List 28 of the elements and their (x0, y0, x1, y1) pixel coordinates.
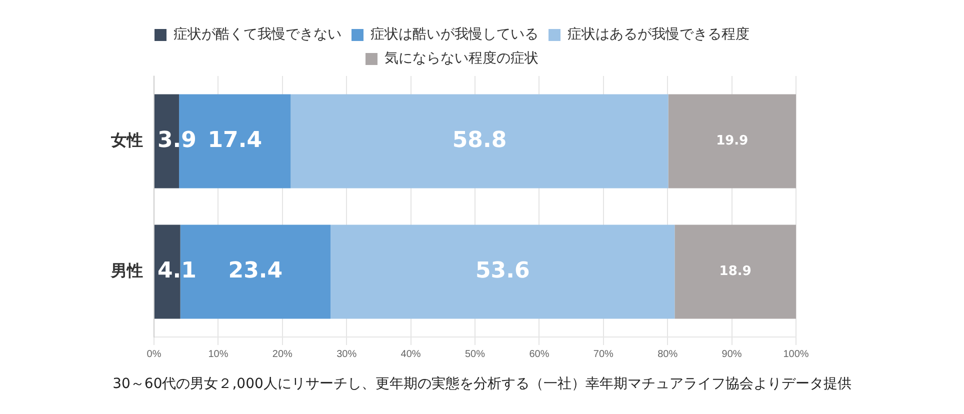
y-tick-label: 女性 (110, 130, 143, 150)
x-tick-label: 50% (464, 348, 486, 360)
data-label: 18.9 (719, 264, 752, 280)
text: 30～60代の男女２,000人にリサーチし、更年期の実態を分析する（一社）幸年期マチュアライフ協会よりデータ提供 (112, 375, 852, 393)
x-tick-label: 100% (783, 348, 809, 360)
x-tick-label: 20% (272, 348, 293, 360)
legend-label: 症状が酷くて我慢できない (174, 26, 342, 43)
bar (674, 224, 796, 319)
data-label: 17.4 (208, 128, 262, 153)
x-tick-label: 40% (400, 348, 421, 360)
legend-label: 症状はあるが我慢できる程度 (568, 26, 750, 43)
x-tick-label: 70% (593, 348, 614, 360)
bar (290, 94, 668, 188)
data-label: 58.8 (452, 128, 507, 153)
legend-label: 気にならない程度の症状 (384, 50, 538, 67)
x-tick-label: 80% (658, 348, 678, 360)
data-label: 19.9 (716, 134, 748, 149)
bar (668, 94, 796, 188)
x-tick-label: 30% (336, 348, 357, 360)
bar (330, 224, 675, 319)
x-tick-label: 90% (722, 348, 742, 360)
x-tick-label: 10% (208, 348, 228, 360)
legend-label: 症状は酷いが我慢している (370, 26, 538, 43)
y-tick-label: 男性 (110, 260, 143, 280)
data-label: 53.6 (475, 258, 530, 284)
x-tick-label: 0% (146, 348, 162, 360)
data-label: 23.4 (228, 258, 283, 284)
x-tick-label: 60% (529, 348, 550, 360)
